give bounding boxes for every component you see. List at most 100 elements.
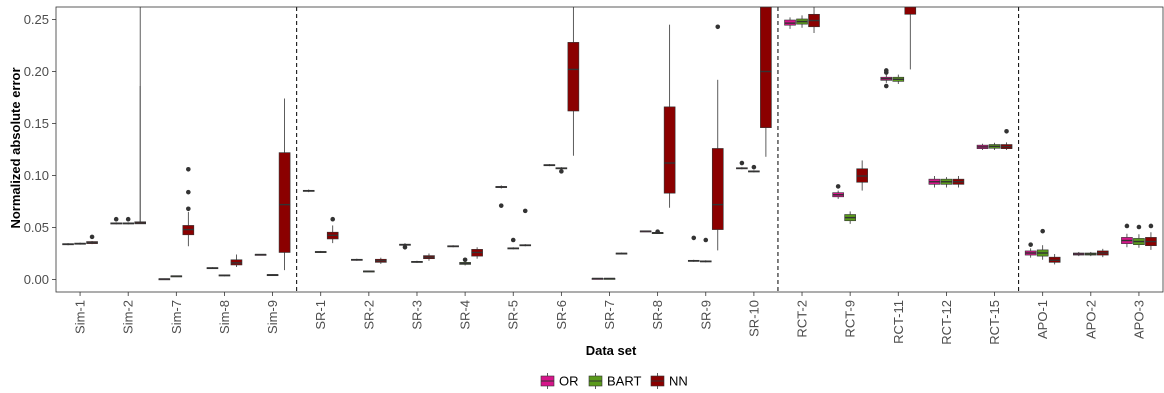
outlier-point bbox=[330, 216, 336, 222]
box-sr-6-nn bbox=[567, 7, 580, 156]
box-rct-12-or bbox=[928, 176, 941, 188]
box-sr-4-bart bbox=[459, 257, 471, 266]
outlier-point bbox=[186, 166, 191, 172]
box-sr-3-or bbox=[399, 243, 411, 250]
box-apo-2-nn bbox=[1097, 248, 1109, 258]
box-body bbox=[278, 152, 291, 253]
box-sim-9-bart bbox=[266, 274, 279, 277]
outlier-point bbox=[186, 206, 191, 212]
y-tick-label: 0.05 bbox=[24, 220, 49, 235]
box-sim-2-bart bbox=[122, 216, 134, 225]
box-sr-1-bart bbox=[314, 250, 327, 253]
box-sr-1-or bbox=[302, 189, 315, 193]
box-sim-8-or bbox=[206, 267, 219, 270]
x-axis-title: Data set bbox=[586, 343, 637, 358]
box-body bbox=[760, 7, 772, 128]
outlier-point bbox=[1040, 228, 1045, 234]
box-sr-5-bart bbox=[507, 237, 520, 250]
x-tick-label: RCT-2 bbox=[795, 300, 810, 338]
outlier-point bbox=[559, 169, 564, 174]
box-sr-7-bart bbox=[603, 277, 616, 280]
box-rct-12-nn bbox=[952, 176, 965, 188]
box-sr-3-bart bbox=[411, 260, 423, 263]
box-apo-1-nn bbox=[1048, 254, 1061, 265]
box-rct-15-or bbox=[976, 143, 989, 151]
axes: 0.00 0.05 0.10 0.15 0.20 0.25 Sim-1 Sim-2 Sim-7 S… bbox=[24, 6, 1164, 345]
box-rct-2-or bbox=[784, 17, 796, 29]
outlier-point bbox=[113, 216, 119, 222]
box-sim-8-bart bbox=[218, 274, 231, 277]
x-tick-label: RCT-12 bbox=[939, 300, 954, 345]
box-sr-4-nn bbox=[471, 247, 483, 259]
box-sr-5-or bbox=[495, 185, 508, 208]
x-tick-label: SR-6 bbox=[554, 300, 569, 330]
x-tick-label: Sim-9 bbox=[265, 300, 280, 334]
x-tick-label: SR-9 bbox=[698, 300, 713, 330]
x-tick-label: Sim-7 bbox=[169, 300, 184, 334]
box-apo-3-bart bbox=[1133, 224, 1145, 248]
legend-item-or: OR bbox=[540, 373, 579, 389]
legend-label: BART bbox=[607, 374, 641, 389]
box-rct-9-or bbox=[832, 184, 844, 199]
box-rct-12-bart bbox=[940, 177, 953, 188]
outlier-point bbox=[691, 235, 697, 241]
x-tick-label: APO-2 bbox=[1083, 300, 1098, 339]
box-body bbox=[567, 42, 580, 112]
x-tick-label: RCT-11 bbox=[891, 300, 906, 344]
x-tick-label: RCT-15 bbox=[987, 300, 1002, 345]
box-sr-2-bart bbox=[363, 270, 375, 273]
outlier-point bbox=[715, 24, 721, 30]
box-sim-1-bart bbox=[74, 242, 86, 245]
x-tick-label: APO-3 bbox=[1131, 300, 1146, 339]
plot-area bbox=[62, 7, 1157, 292]
box-sim-7-or bbox=[158, 278, 171, 281]
box-apo-2-or bbox=[1073, 251, 1085, 257]
legend-label: OR bbox=[559, 374, 579, 389]
box-sr-1-nn bbox=[326, 216, 339, 244]
outlier-point bbox=[883, 83, 889, 89]
box-sim-7-nn bbox=[182, 166, 195, 247]
outlier-point bbox=[1136, 224, 1142, 230]
x-tick-label: APO-1 bbox=[1035, 300, 1050, 339]
box-sr-8-nn bbox=[663, 24, 676, 208]
box-sr-2-nn bbox=[375, 257, 387, 264]
box-apo-3-or bbox=[1121, 223, 1133, 248]
box-sim-1-nn bbox=[86, 234, 98, 245]
x-tick-label: Sim-1 bbox=[73, 300, 88, 334]
box-sim-8-nn bbox=[230, 254, 243, 268]
box-sim-2-or bbox=[110, 216, 122, 225]
box-sr-6-bart bbox=[555, 167, 568, 174]
legend-item-nn: NN bbox=[650, 373, 688, 389]
box-sr-10-nn bbox=[760, 7, 772, 157]
box-sim-9-nn bbox=[278, 98, 291, 271]
box-body bbox=[711, 148, 724, 230]
box-rct-9-nn bbox=[856, 160, 868, 191]
x-tick-label: SR-7 bbox=[602, 300, 617, 330]
legend-label: NN bbox=[669, 374, 688, 389]
x-tick-label: SR-8 bbox=[650, 300, 665, 330]
box-sr-10-bart bbox=[748, 164, 760, 173]
outlier-point bbox=[402, 244, 408, 250]
outlier-point bbox=[89, 234, 95, 240]
outlier-point bbox=[883, 68, 889, 73]
box-sim-9-or bbox=[254, 253, 267, 256]
outlier-point bbox=[1124, 223, 1130, 229]
box-sr-8-or bbox=[639, 230, 652, 233]
box-rct-2-nn bbox=[808, 7, 820, 34]
box-sr-7-or bbox=[591, 277, 604, 280]
outlier-point bbox=[835, 184, 841, 189]
box-rct-15-nn bbox=[1000, 128, 1013, 151]
box-sr-7-nn bbox=[615, 252, 628, 255]
y-tick-label: 0.20 bbox=[24, 64, 49, 79]
box-sim-7-bart bbox=[170, 275, 183, 278]
box-sr-9-or bbox=[687, 235, 700, 262]
outlier-point bbox=[655, 229, 660, 234]
box-body bbox=[904, 7, 917, 15]
outlier-point bbox=[125, 216, 131, 222]
outlier-point bbox=[510, 237, 516, 243]
box-rct-15-bart bbox=[988, 142, 1001, 151]
box-rct-11-or bbox=[880, 68, 893, 89]
box-sim-1-or bbox=[62, 243, 74, 246]
